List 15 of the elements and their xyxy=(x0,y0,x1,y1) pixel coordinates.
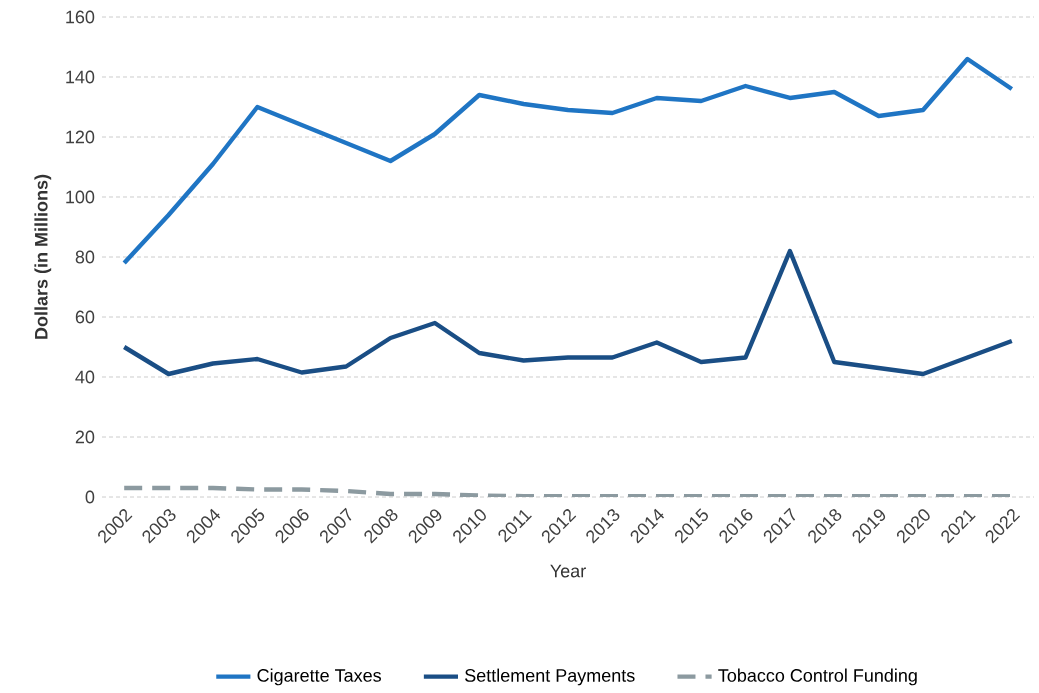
x-axis-title: Year xyxy=(550,564,586,578)
y-tick-label: 0 xyxy=(85,490,95,504)
legend-label: Settlement Payments xyxy=(465,668,635,686)
y-tick-label: 20 xyxy=(75,430,95,444)
y-tick-label: 100 xyxy=(66,190,95,204)
y-tick-label: 120 xyxy=(66,130,95,144)
y-tick-label: 80 xyxy=(75,250,95,264)
line-series xyxy=(121,56,1015,266)
y-tick-label: 160 xyxy=(66,10,95,24)
y-tick-label: 140 xyxy=(66,70,95,84)
legend-label: Tobacco Control Funding xyxy=(718,668,917,686)
y-tick-label: 60 xyxy=(75,310,95,324)
y-tick-label: 40 xyxy=(75,370,95,384)
y-axis-title: Dollars (in Millions) xyxy=(34,175,52,339)
legend-label: Cigarette Taxes xyxy=(257,668,381,686)
